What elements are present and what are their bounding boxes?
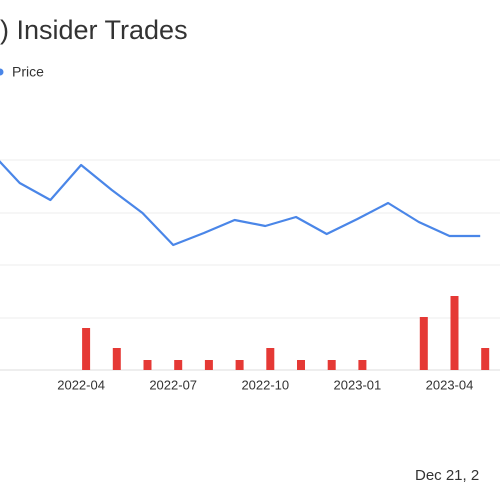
bar <box>143 360 152 370</box>
bar <box>450 296 459 370</box>
chart-title: ) Insider Trades <box>0 15 188 45</box>
footnote: Dec 21, 2 <box>415 467 479 484</box>
x-tick-label: 2023-04 <box>426 377 474 392</box>
bar <box>174 360 183 370</box>
price-line <box>0 160 481 247</box>
bar <box>112 348 121 370</box>
x-tick-label: 2022-10 <box>241 377 289 392</box>
bar <box>266 348 275 370</box>
x-tick-label: 2022-07 <box>149 377 197 392</box>
x-tick-label: 2022-04 <box>57 377 105 392</box>
bar <box>327 360 336 370</box>
legend-marker <box>0 68 4 76</box>
bar <box>204 360 213 370</box>
bar <box>297 360 305 370</box>
x-tick-label: 2023-01 <box>334 377 382 392</box>
bar <box>358 360 367 370</box>
bar <box>481 348 490 370</box>
legend-label: Price <box>12 64 44 80</box>
bar <box>419 317 428 370</box>
bar <box>82 328 91 370</box>
bar <box>235 360 244 370</box>
